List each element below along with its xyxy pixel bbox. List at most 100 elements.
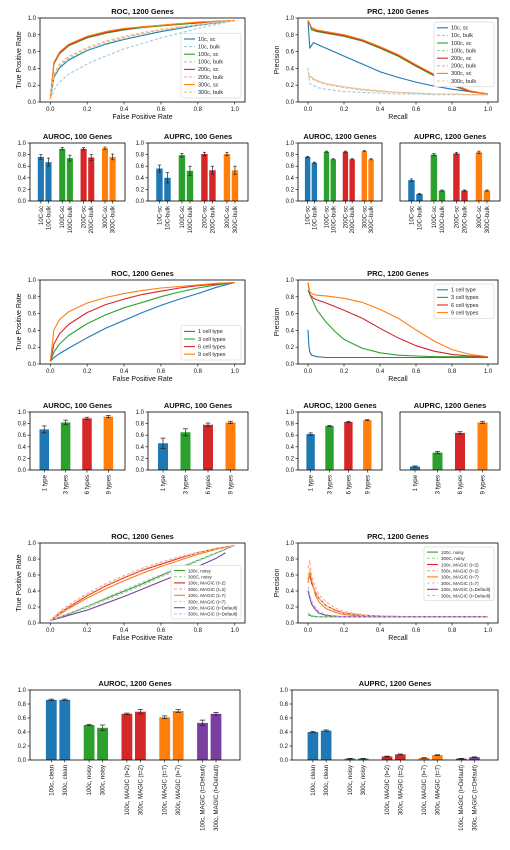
y-tick-label: 0.2 <box>18 744 27 750</box>
x-tick-label: 0.0 <box>46 369 55 375</box>
bar <box>469 757 480 760</box>
bar <box>483 190 491 201</box>
bar <box>368 159 374 201</box>
bar <box>475 152 483 201</box>
bar <box>306 434 315 470</box>
bar <box>164 177 171 201</box>
series-line <box>50 552 226 622</box>
category-label: 6 types <box>85 475 91 494</box>
legend-entry: 300c, bulk <box>451 79 476 85</box>
y-tick-label: 0.0 <box>18 199 27 205</box>
legend-entry: 3 cell types <box>451 295 479 301</box>
y-tick-label: 0.8 <box>28 33 37 39</box>
chart-3: AUROC, 100 Genes 0.0 0.2 0.4 0.6 0.8 1.0 10C-sc… <box>18 132 126 233</box>
bar <box>344 421 353 470</box>
bar <box>349 159 355 201</box>
legend-entry: 300c, MAGIC (t=2) <box>441 569 479 574</box>
legend-entry: 100c, MAGIC (t=2) <box>441 562 479 567</box>
x-tick-label: 0.8 <box>448 628 457 634</box>
legend-entry: 10c, sc <box>451 26 469 32</box>
series-line <box>49 281 235 362</box>
series-line <box>307 67 488 96</box>
bar <box>201 154 208 201</box>
series-line <box>49 544 235 622</box>
y-tick-label: 1.0 <box>28 278 37 284</box>
category-label: 1 type <box>161 474 167 491</box>
plot-frame <box>399 142 501 202</box>
x-tick-label: 1.0 <box>231 628 240 634</box>
chart-5: AUROC, 1200 Genes 0.0 0.2 0.4 0.6 0.8 1.0 10C-s… <box>286 132 383 233</box>
bar <box>304 156 311 201</box>
legend-box <box>423 546 495 601</box>
category-label: 10C-sc <box>39 206 45 225</box>
y-tick-label: 0.0 <box>286 621 295 627</box>
x-tick-label: 1.0 <box>484 628 493 634</box>
chart-title: AUPRC, 100 Genes <box>164 401 232 410</box>
y-tick-label: 0.2 <box>280 744 289 750</box>
category-label: 200C-bulk <box>350 205 356 233</box>
y-tick-label: 0.8 <box>286 422 295 428</box>
x-tick-label: 0.4 <box>120 628 129 634</box>
chart-title: ROC, 1200 Genes <box>111 269 174 278</box>
plot-frame <box>39 279 246 365</box>
bar <box>225 422 236 470</box>
chart-7: ROC, 1200 Genes 0.0 0.2 0.4 0.6 0.8 1.0 0.0 0.2 0… <box>16 269 246 383</box>
y-tick-label: 0.2 <box>28 345 37 351</box>
legend-entry: 300c, MAGIC (t=7) <box>188 599 226 604</box>
bar <box>121 713 133 760</box>
x-axis-label: Recall <box>388 114 408 121</box>
legend-entry: 1 cell type <box>198 329 223 335</box>
y-tick-label: 0.0 <box>286 362 295 368</box>
legend-entry: 100c, noisy <box>441 550 465 555</box>
y-tick-label: 0.6 <box>18 716 27 722</box>
legend-entry: 6 cell types <box>198 344 226 350</box>
category-label: 300c, MAGIC (t=Default) <box>472 765 478 831</box>
chart-title: AUROC, 100 Genes <box>43 132 112 141</box>
bar <box>209 170 216 201</box>
bar <box>311 162 318 201</box>
chart-12: AUPRC, 1200 Genes 1 type 3 types 6 types 9 t… <box>399 401 501 494</box>
y-tick-label: 0.0 <box>286 100 295 106</box>
chart-title: AUPRC, 1200 Genes <box>414 132 487 141</box>
y-tick-label: 0.6 <box>280 716 289 722</box>
y-tick-label: 0.4 <box>28 589 37 595</box>
x-axis-label: False Positive Rate <box>112 376 172 383</box>
category-label: 300C-bulk <box>369 205 375 233</box>
y-tick-label: 0.6 <box>28 573 37 579</box>
chart-15: AUROC, 1200 Genes 0.0 0.2 0.4 0.6 0.8 1.0 100c,… <box>18 679 241 831</box>
y-tick-label: 0.6 <box>28 50 37 56</box>
bar <box>66 158 73 201</box>
legend-entry: 300c, MAGIC (t=Default) <box>188 612 238 617</box>
plot-frame <box>39 542 246 624</box>
legend-entry: 100c, sc <box>198 52 219 58</box>
category-label: 300C-sc <box>225 206 231 228</box>
x-tick-label: 0.0 <box>304 628 313 634</box>
legend-box <box>170 565 242 620</box>
category-label: 3 types <box>184 475 190 494</box>
y-tick-label: 0.2 <box>286 345 295 351</box>
x-tick-label: 0.8 <box>194 369 203 375</box>
legend-entry: 3 cell types <box>198 337 226 343</box>
category-label: 300c, MAGIC (t=7) <box>176 765 182 815</box>
category-label: 100C-sc <box>432 206 438 228</box>
y-tick-label: 1.0 <box>286 410 295 416</box>
y-tick-label: 0.0 <box>28 100 37 106</box>
bar <box>361 151 367 201</box>
y-tick-label: 0.6 <box>28 312 37 318</box>
y-tick-label: 0.4 <box>136 176 145 182</box>
y-tick-label: 0.8 <box>18 422 27 428</box>
legend-entry: 10c, bulk <box>451 33 473 39</box>
x-axis-label: False Positive Rate <box>112 114 172 121</box>
legend-entry: 300c, MAGIC (t=2) <box>188 587 226 592</box>
chart-title: AUROC, 1200 Genes <box>303 132 376 141</box>
bar <box>430 154 438 201</box>
y-tick-label: 0.6 <box>286 50 295 56</box>
x-tick-label: 0.8 <box>194 107 203 113</box>
y-tick-label: 0.4 <box>18 176 27 182</box>
legend-entry: 9 cell types <box>198 352 226 358</box>
legend-entry: 100c, MAGIC (t=7) <box>441 575 479 580</box>
plot-frame <box>297 17 499 103</box>
category-label: 100c, MAGIC (t=7) <box>422 765 428 815</box>
